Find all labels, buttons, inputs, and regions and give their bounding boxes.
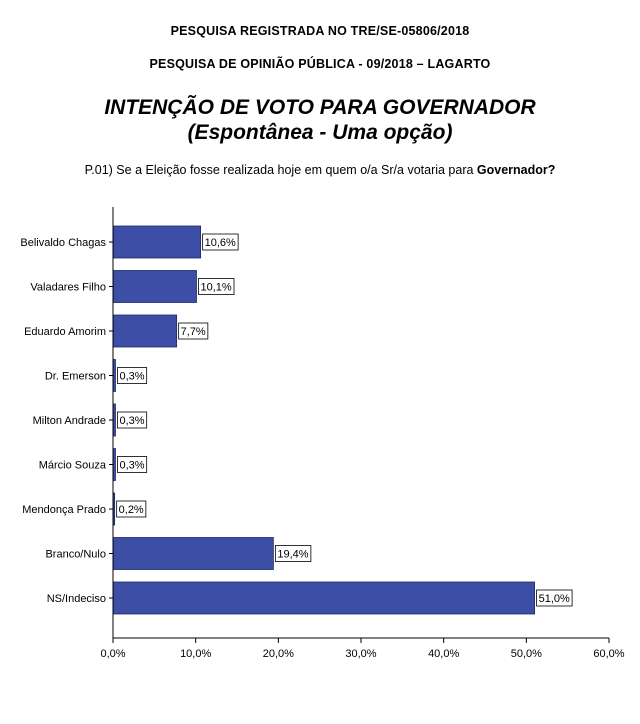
data-label: 10,1%: [200, 282, 231, 294]
data-label: 0,3%: [119, 415, 144, 427]
x-tick-label: 50,0%: [511, 648, 542, 660]
category-label: Belivaldo Chagas: [20, 237, 106, 249]
data-label-box: [178, 322, 209, 340]
x-tick-label: 0,0%: [100, 648, 125, 660]
bar: [112, 581, 536, 615]
category-label: Eduardo Amorim: [24, 326, 106, 338]
data-label: 7,7%: [181, 326, 206, 338]
data-label: 51,0%: [539, 593, 570, 605]
data-label-box: [198, 278, 235, 295]
question-text: P.01) Se a Eleição fosse realizada hoje …: [0, 163, 640, 177]
survey-text: PESQUISA DE OPINIÃO PÚBLICA - 09/2018 – …: [149, 57, 491, 71]
x-tick-label: 60,0%: [593, 648, 624, 660]
category-label: Dr. Emerson: [45, 371, 106, 383]
registration-text: PESQUISA REGISTRADA NO TRE/SE-05806/2018: [170, 24, 470, 38]
bar: [112, 225, 202, 259]
category-label: Mendonça Prado: [22, 504, 106, 516]
category-label: Milton Andrade: [33, 415, 106, 427]
x-tick-label: 20,0%: [263, 648, 294, 660]
data-label: 0,3%: [119, 460, 144, 472]
data-label: 19,4%: [277, 549, 308, 561]
x-tick-label: 40,0%: [428, 648, 459, 660]
data-label: 0,2%: [119, 504, 144, 516]
category-label: Márcio Souza: [39, 460, 107, 472]
data-label-box: [117, 456, 148, 473]
bar: [112, 537, 274, 570]
bar: [112, 270, 197, 303]
bar: [112, 314, 178, 348]
category-label: NS/Indeciso: [47, 593, 106, 605]
chart-title: INTENÇÃO DE VOTO PARA GOVERNADOR: [104, 96, 536, 119]
data-label-box: [202, 233, 239, 251]
data-label-box: [117, 367, 148, 384]
category-label: Valadares Filho: [30, 282, 106, 294]
chart-subtitle: (Espontânea - Uma opção): [187, 121, 453, 144]
data-label-box: [116, 500, 147, 518]
data-label-box: [117, 411, 148, 429]
data-label: 10,6%: [205, 237, 236, 249]
question-prefix: P.01) Se a Eleição fosse realizada hoje …: [84, 163, 477, 177]
data-label: 0,3%: [119, 371, 144, 383]
x-tick-label: 30,0%: [345, 648, 376, 660]
data-label-box: [274, 545, 312, 562]
data-label-box: [536, 589, 573, 607]
question-bold: Governador?: [476, 163, 556, 177]
x-tick-label: 10,0%: [180, 648, 211, 660]
category-label: Branco/Nulo: [45, 549, 106, 561]
